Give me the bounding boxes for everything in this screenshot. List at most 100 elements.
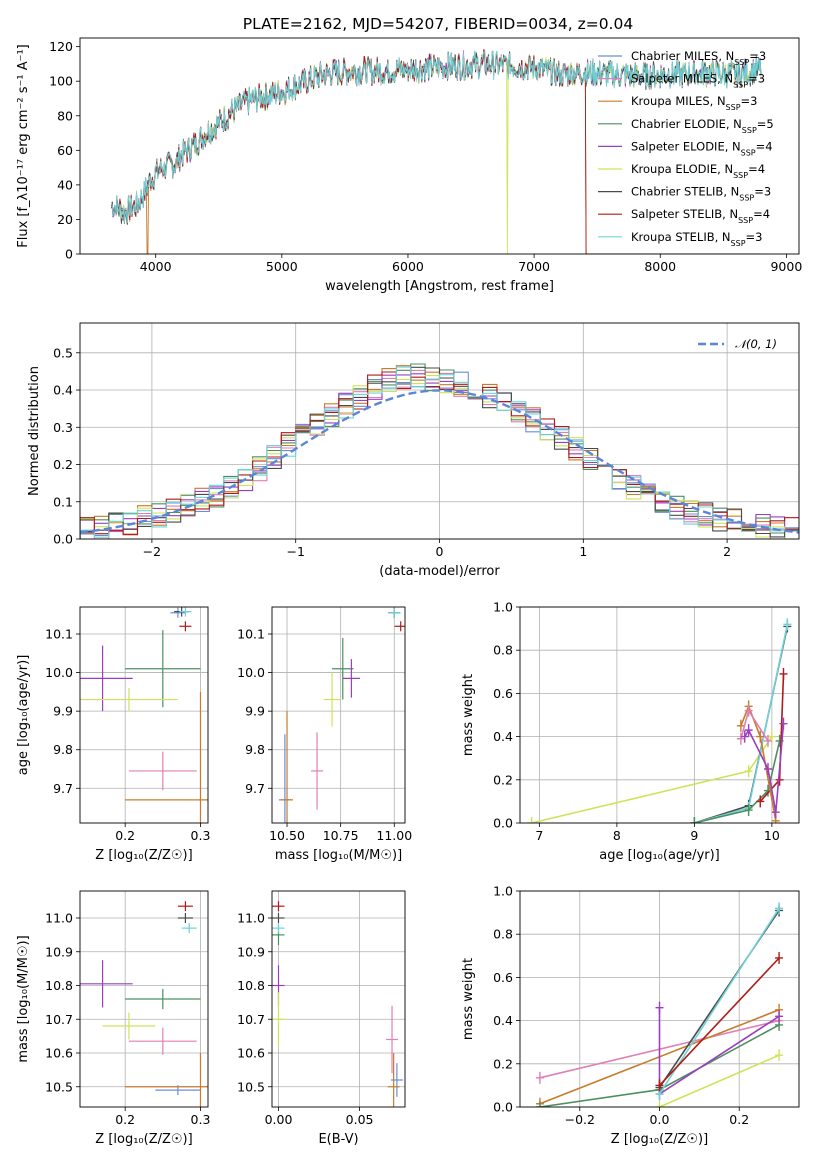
y-tick-label: 0.4 bbox=[493, 1013, 513, 1028]
legend-ssp-subscript: SSP bbox=[731, 238, 746, 247]
y-tick-label: 0.8 bbox=[493, 927, 513, 942]
y-tick-label: 0 bbox=[65, 247, 73, 262]
y-tick-label: 0.2 bbox=[493, 772, 513, 787]
axes-frame bbox=[271, 890, 406, 1108]
x-axis-label: Z [log₁₀(Z/Z☉)] bbox=[611, 1132, 708, 1147]
legend-ssp-subscript: SSP bbox=[733, 80, 748, 89]
legend-entry: Kroupa MILES, NSSP=3 bbox=[631, 94, 757, 112]
legend-entry: 𝒩(0, 1) bbox=[735, 337, 777, 351]
y-tick-label: 9.7 bbox=[53, 781, 73, 796]
data-point bbox=[128, 751, 197, 791]
x-tick-label: 5000 bbox=[266, 259, 298, 274]
data-point bbox=[128, 1027, 197, 1055]
x-tick-label: 4000 bbox=[140, 259, 172, 274]
y-tick-label: 0.0 bbox=[493, 1100, 513, 1115]
weight-series-line bbox=[740, 704, 777, 821]
y-tick-label: 10.5 bbox=[237, 1079, 265, 1094]
y-tick-label: 60 bbox=[57, 143, 73, 158]
data-point bbox=[342, 659, 360, 698]
legend-model-name: Salpeter ELODIE, N bbox=[631, 139, 741, 153]
y-tick-label: 0.0 bbox=[53, 532, 73, 547]
y-tick-label: 0.6 bbox=[493, 686, 513, 701]
legend-entry: Kroupa ELODIE, NSSP=4 bbox=[631, 162, 765, 180]
data-point bbox=[181, 923, 197, 934]
y-tick-label: 10.6 bbox=[45, 1046, 73, 1061]
data-point bbox=[272, 913, 285, 923]
y-tick-label: 10.7 bbox=[45, 1012, 73, 1027]
data-point bbox=[323, 672, 341, 727]
data-point bbox=[272, 923, 285, 934]
x-axis-label: age [log₁₀(age/yr)] bbox=[599, 848, 720, 863]
weight-marker bbox=[744, 765, 753, 778]
data-point bbox=[177, 901, 193, 912]
x-tick-label: 11.00 bbox=[376, 828, 412, 843]
data-point bbox=[179, 621, 192, 632]
weight-marker bbox=[690, 817, 699, 823]
weight-marker bbox=[736, 732, 745, 745]
weight-marker bbox=[775, 1010, 784, 1023]
weight-marker bbox=[740, 730, 749, 743]
weight-marker bbox=[775, 951, 784, 964]
y-tick-label: 0.1 bbox=[53, 494, 73, 509]
weight-marker bbox=[756, 730, 765, 743]
axes-frame bbox=[79, 890, 209, 1108]
y-tick-label: 0.5 bbox=[53, 345, 73, 360]
y-axis-label: mass weight bbox=[461, 674, 476, 756]
legend-entry: Salpeter MILES, NSSP=3 bbox=[631, 72, 765, 90]
y-tick-label: 0.0 bbox=[493, 816, 513, 831]
y-tick-label: 10.8 bbox=[45, 978, 73, 993]
legend-nssp-value: =3 bbox=[754, 185, 771, 199]
figure-title: PLATE=2162, MJD=54207, FIBERID=0034, z=0… bbox=[243, 15, 633, 33]
weight-marker bbox=[744, 724, 753, 737]
histogram-step bbox=[80, 371, 799, 539]
legend-model-name: Kroupa ELODIE, N bbox=[631, 162, 733, 176]
y-tick-label: 10.6 bbox=[237, 1046, 265, 1061]
residuals-panel: −2 −1 0 1 2 0.0 0.1 0.2 0.3 0.4 0.5 (data-model)/er… bbox=[27, 322, 800, 579]
data-point bbox=[125, 691, 208, 823]
weight-marker bbox=[779, 667, 788, 680]
weight-marker bbox=[655, 1079, 664, 1092]
x-tick-label: 8000 bbox=[644, 259, 676, 274]
legend-model-name: Salpeter STELIB, N bbox=[631, 207, 738, 221]
legend-ssp-subscript: SSP bbox=[741, 148, 756, 157]
data-point bbox=[125, 1053, 208, 1107]
weight-marker bbox=[771, 806, 780, 819]
x-tick-label: 8 bbox=[613, 828, 621, 843]
y-axis-label: age [log₁₀(age/yr)] bbox=[16, 655, 31, 776]
x-tick-label: 0 bbox=[436, 544, 444, 559]
y-tick-label: 10.0 bbox=[237, 665, 265, 680]
x-axis-label: (data-model)/error bbox=[379, 564, 500, 579]
y-tick-label: 0.4 bbox=[493, 729, 513, 744]
legend-ssp-subscript: SSP bbox=[726, 103, 741, 112]
y-tick-label: 10.9 bbox=[237, 944, 265, 959]
gaussian-curve bbox=[79, 389, 800, 534]
x-tick-label: −1 bbox=[286, 544, 304, 559]
legend-nssp-value: =3 bbox=[749, 49, 766, 63]
legend-model-name: Kroupa STELIB, N bbox=[631, 230, 731, 244]
y-tick-label: 0.4 bbox=[53, 383, 73, 398]
data-point bbox=[272, 901, 285, 912]
weight-marker bbox=[744, 704, 753, 717]
legend-model-name: Salpeter MILES, N bbox=[631, 72, 733, 86]
x-tick-label: 0.3 bbox=[191, 1112, 211, 1127]
y-tick-label: 9.9 bbox=[245, 704, 265, 719]
weight-series-line bbox=[659, 1054, 780, 1107]
legend-model-name: Chabrier MILES, N bbox=[631, 49, 734, 63]
weight-marker bbox=[535, 1071, 544, 1084]
legend-entry: Chabrier ELODIE, NSSP=5 bbox=[631, 117, 774, 135]
weight-marker bbox=[744, 804, 753, 817]
y-tick-label: 0.3 bbox=[53, 420, 73, 435]
legend-ssp-subscript: SSP bbox=[734, 58, 749, 67]
z-weight-panel: −0.2 0.0 0.2 0.0 0.2 0.4 0.6 0.8 1.0 Z [log₁₀(Z/Z… bbox=[461, 884, 800, 1147]
weight-marker bbox=[775, 902, 784, 915]
y-tick-label: 10.0 bbox=[45, 665, 73, 680]
legend-ssp-subscript: SSP bbox=[738, 216, 753, 225]
data-point bbox=[281, 711, 294, 823]
x-tick-label: 6000 bbox=[392, 259, 424, 274]
weight-marker bbox=[736, 719, 745, 732]
spectrum-panel: 4000 5000 6000 7000 8000 9000 0 20 40 60 80 100 120 w… bbox=[16, 37, 802, 294]
legend-entry: Chabrier MILES, NSSP=3 bbox=[631, 49, 766, 67]
y-tick-label: 1.0 bbox=[493, 884, 513, 899]
weight-marker bbox=[764, 734, 772, 747]
